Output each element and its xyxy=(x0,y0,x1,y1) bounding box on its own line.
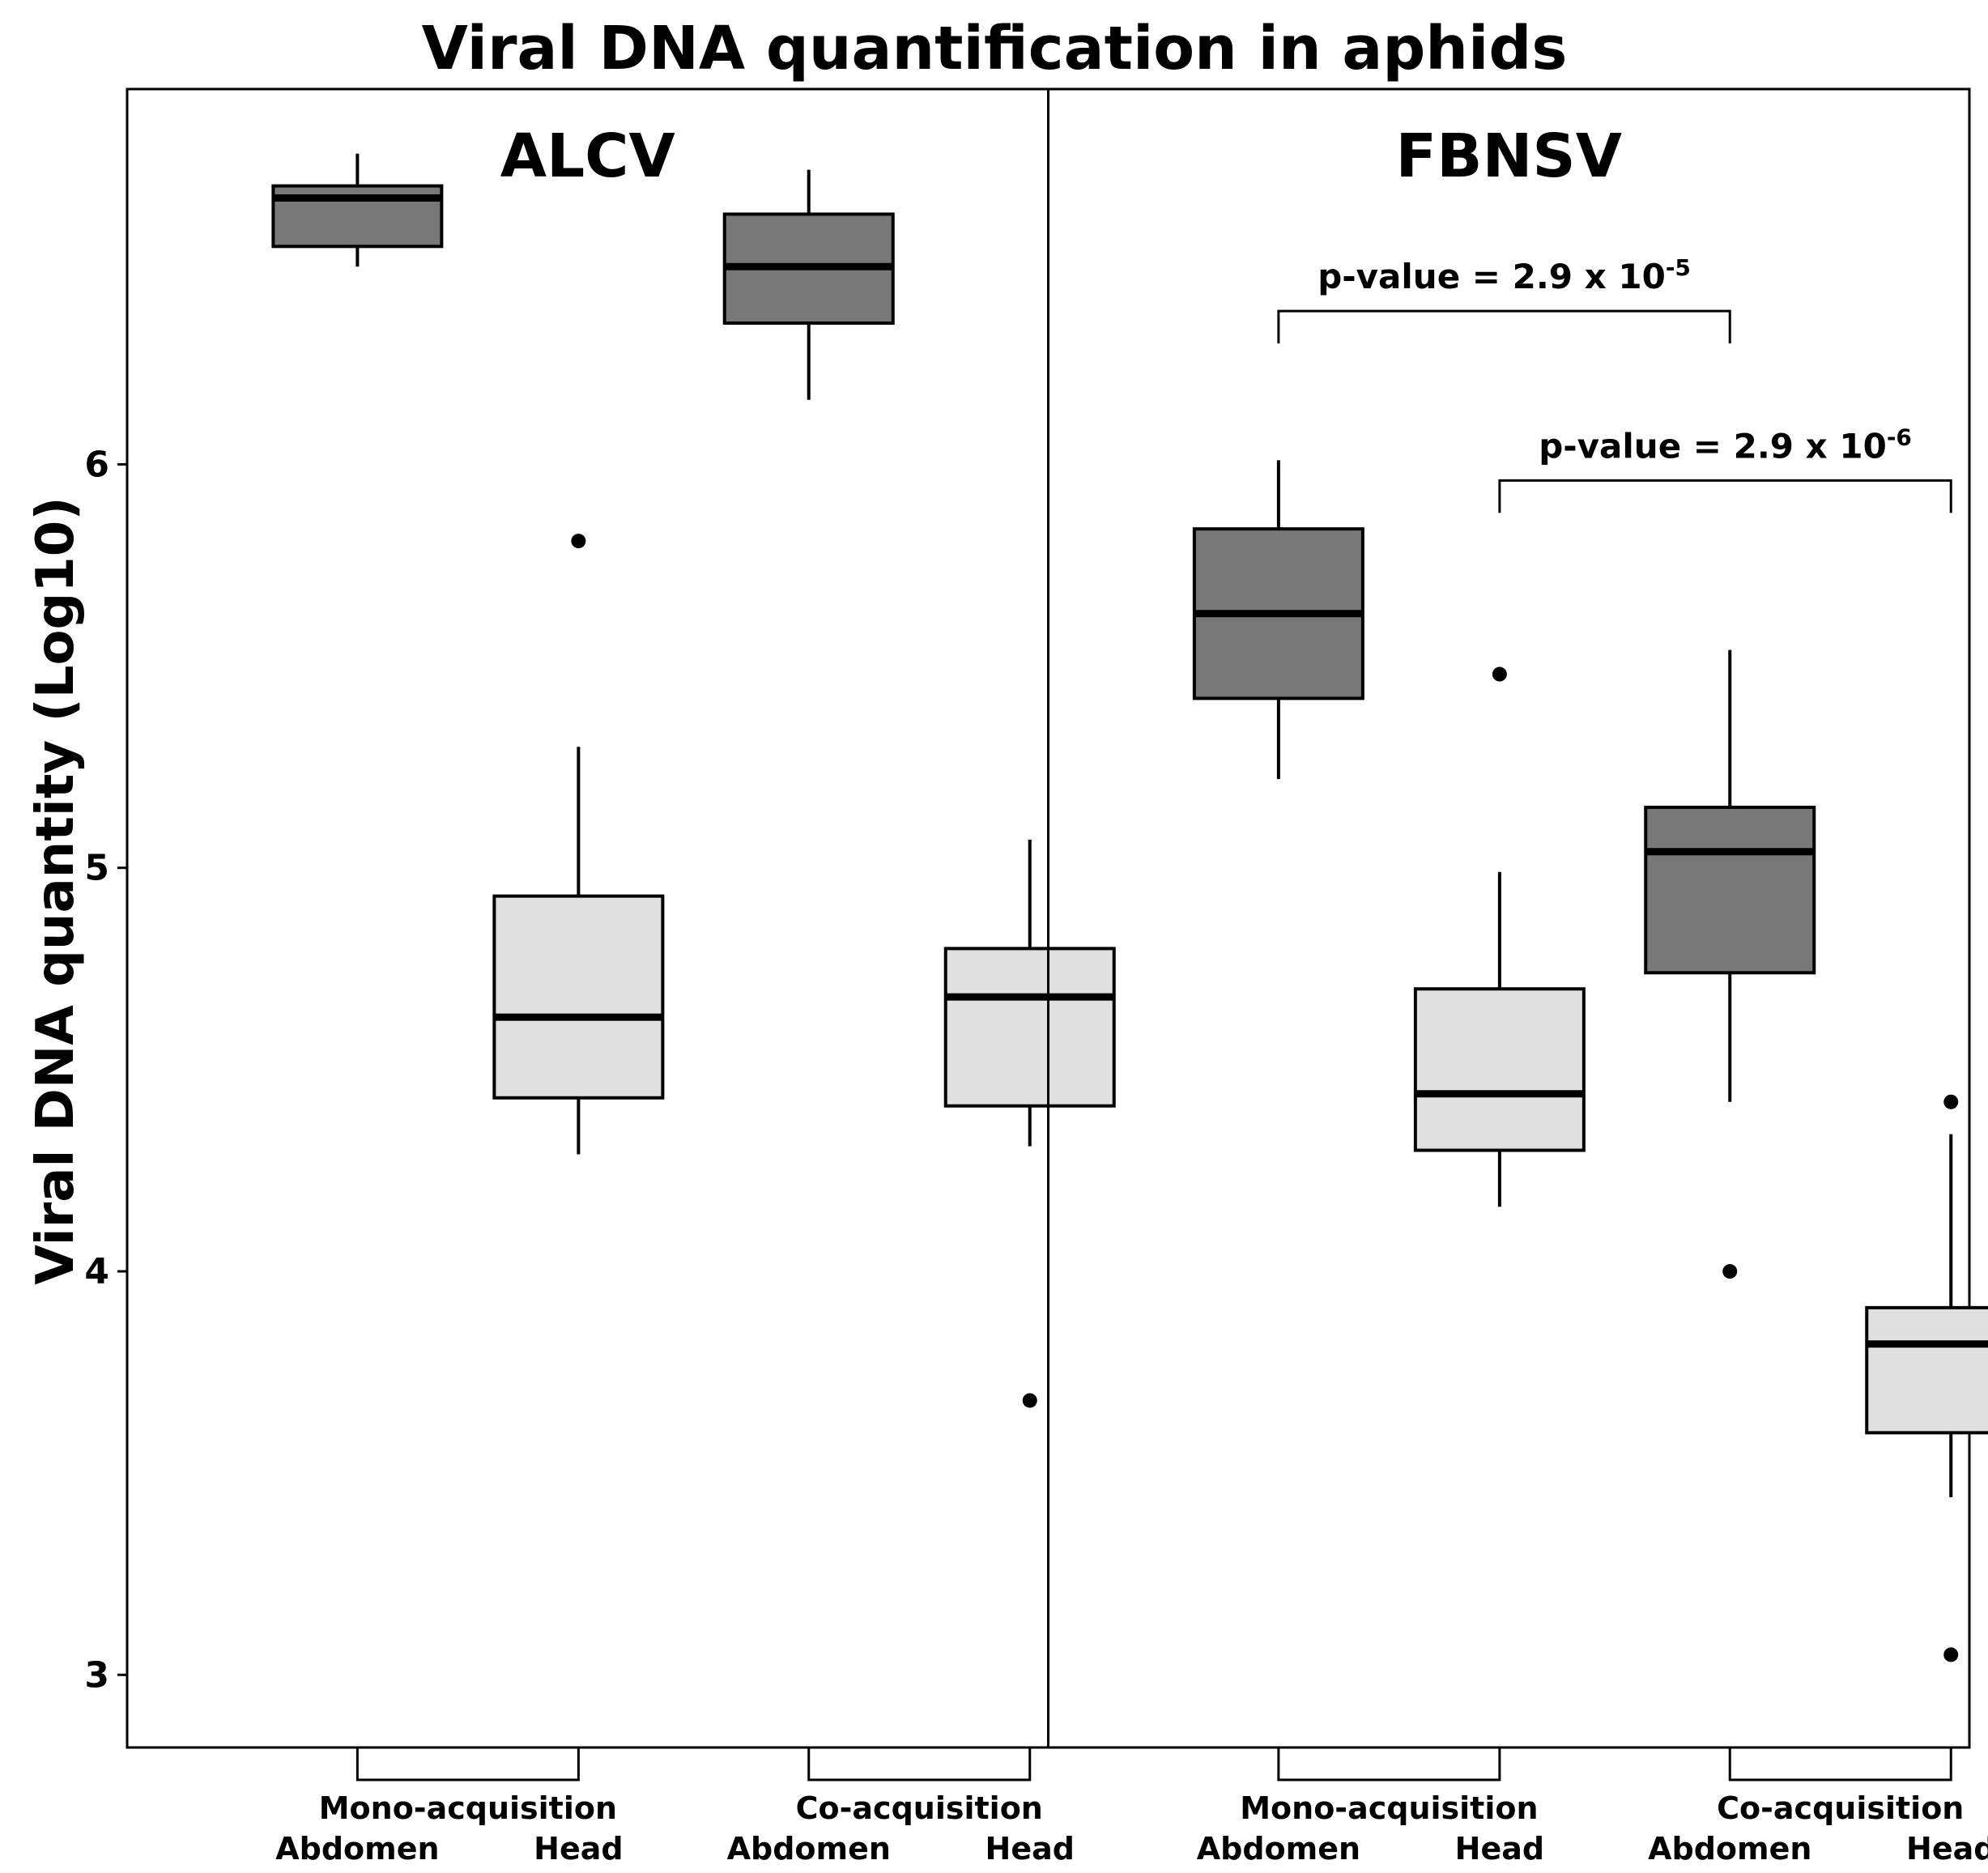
box-co-acquisition-head xyxy=(943,839,1116,1408)
group-bracket xyxy=(807,1747,1032,1781)
box-body xyxy=(1865,1305,1988,1435)
plot-area: 3 4 5 6 ALCV Mono-acquisition Abdomen Head Co-ac… xyxy=(84,87,1988,1867)
panel-title: FBNSV xyxy=(1396,121,1622,191)
box-co-acquisition-abdomen xyxy=(1644,649,1816,1279)
box-co-acquisition-abdomen xyxy=(722,169,895,400)
significance-bracket xyxy=(1277,309,1731,344)
group-label: Mono-acquisition xyxy=(1240,1790,1538,1826)
category-label: Abdomen xyxy=(1197,1831,1360,1867)
group-label: Mono-acquisition xyxy=(319,1790,617,1826)
panel-alcv: ALCV Mono-acquisition Abdomen Head Co-acquis… xyxy=(271,121,1116,1867)
group-label: Co-acquisition xyxy=(1717,1790,1964,1826)
box-co-acquisition-head xyxy=(1865,1094,1988,1662)
outlier-point xyxy=(1492,666,1507,682)
outlier-point xyxy=(1022,1393,1037,1408)
outlier-point xyxy=(1943,1094,1959,1109)
box-body xyxy=(492,894,665,1100)
p-value-label: p-value = 2.9 x 10-5 xyxy=(1318,254,1691,296)
category-label: Head xyxy=(1906,1831,1988,1867)
p-value-label: p-value = 2.9 x 10-6 xyxy=(1539,424,1912,466)
outlier-point xyxy=(1943,1647,1959,1662)
category-label: Head xyxy=(1455,1831,1544,1867)
category-label: Head xyxy=(534,1831,623,1867)
group-label: Co-acquisition xyxy=(796,1790,1043,1826)
y-tick-label: 4 xyxy=(84,1251,109,1292)
category-label: Abdomen xyxy=(1648,1831,1811,1867)
box-mono-acquisition-head xyxy=(492,534,665,1155)
y-tick-label: 6 xyxy=(84,444,109,485)
box-body xyxy=(943,947,1116,1108)
category-label: Head xyxy=(985,1831,1075,1867)
y-axis-label: Viral DNA quantity (Log10) xyxy=(26,496,86,1284)
box-body xyxy=(1413,987,1586,1152)
panel-title: ALCV xyxy=(500,121,675,191)
y-tick-label: 5 xyxy=(84,848,109,889)
category-label: Abdomen xyxy=(275,1831,439,1867)
panel-fbnsv: FBNSV Mono-acquisition Abdomen Head Co-acqui… xyxy=(1047,89,1988,1867)
outlier-point xyxy=(571,534,586,549)
chart-title: Viral DNA quantification in aphids xyxy=(422,14,1568,83)
category-label: Abdomen xyxy=(727,1831,891,1867)
group-bracket xyxy=(1277,1747,1501,1781)
box-mono-acquisition-abdomen xyxy=(1192,460,1364,780)
group-bracket xyxy=(355,1747,580,1781)
significance-bracket xyxy=(1498,479,1952,513)
group-bracket xyxy=(1728,1747,1952,1781)
box-mono-acquisition-abdomen xyxy=(271,153,444,267)
y-tick-label: 3 xyxy=(84,1654,109,1696)
box-mono-acquisition-head xyxy=(1413,666,1586,1207)
box-body xyxy=(1644,805,1816,975)
outlier-point xyxy=(1722,1264,1738,1279)
